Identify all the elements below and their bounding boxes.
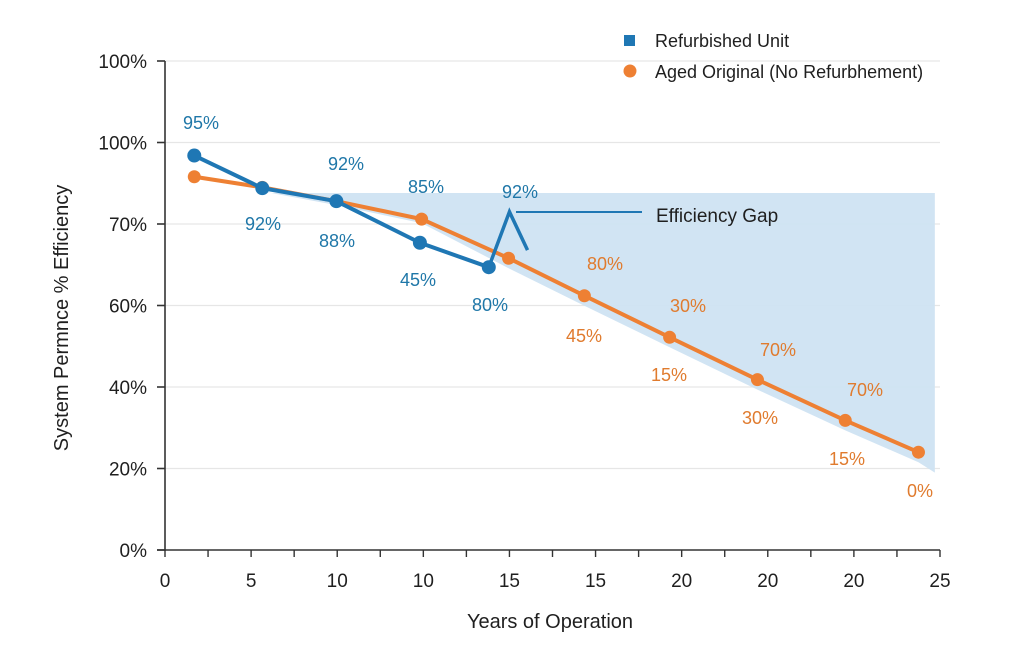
- legend-marker-refurbished: [624, 35, 635, 46]
- aged-original-point: [415, 212, 429, 226]
- efficiency-gap-callout: Efficiency Gap: [516, 206, 778, 227]
- gridlines: [165, 60, 940, 470]
- refurbished-data-label: 92%: [245, 214, 281, 234]
- efficiency-gap-region: [262, 191, 935, 473]
- refurbished-point: [187, 148, 202, 163]
- x-tick-label: 0: [160, 571, 171, 592]
- y-ticks: 0% 20% 40% 60% 70% 100% 100%: [98, 52, 165, 562]
- refurbished-data-label: 80%: [472, 295, 508, 315]
- legend-marker-aged: [623, 64, 637, 78]
- legend-label-aged: Aged Original (No Refurbhement): [655, 62, 923, 82]
- x-axis-title: Years of Operation: [467, 611, 633, 633]
- refurbished-spike-label: 92%: [502, 182, 538, 202]
- series: [187, 148, 925, 459]
- y-tick-label: 60%: [109, 297, 147, 318]
- y-tick-label: 100%: [98, 134, 147, 155]
- refurbished-data-label: 85%: [408, 177, 444, 197]
- x-tick-label: 5: [246, 571, 257, 592]
- aged-original-point: [911, 445, 925, 459]
- aged-original-data-label: 15%: [829, 449, 865, 469]
- x-ticks: 0 5 10 10 15 15 20 20 20 25: [160, 550, 951, 592]
- aged-original-data-label: 0%: [907, 481, 933, 501]
- x-tick-label: 20: [757, 571, 778, 592]
- refurbished-point: [329, 194, 344, 209]
- y-tick-label: 20%: [109, 460, 147, 481]
- refurbished-spike-line: [487, 207, 530, 268]
- y-axis-title: System Permnce % Efficiency: [51, 185, 73, 451]
- aged-original-point: [502, 251, 516, 265]
- y-tick-label: 70%: [109, 215, 147, 236]
- x-tick-label: 20: [671, 571, 692, 592]
- aged-original-data-label: 30%: [670, 296, 706, 316]
- y-tick-label: 0%: [120, 541, 148, 562]
- legend: Refurbished Unit Aged Original (No Refur…: [623, 31, 923, 82]
- refurbished-point: [255, 181, 270, 196]
- aged-original-data-label: 45%: [566, 326, 602, 346]
- efficiency-gap-fill: [262, 191, 935, 473]
- x-tick-label: 15: [585, 571, 606, 592]
- aged-original-point: [187, 170, 201, 184]
- y-tick-label: 40%: [109, 378, 147, 399]
- x-tick-label: 10: [327, 571, 348, 592]
- refurbished-data-label: 92%: [328, 154, 364, 174]
- efficiency-gap-label: Efficiency Gap: [656, 206, 778, 227]
- aged-original-data-label: 70%: [847, 380, 883, 400]
- x-tick-label: 20: [843, 571, 864, 592]
- aged-original-data-label: 80%: [587, 254, 623, 274]
- x-tick-label: 10: [413, 571, 434, 592]
- refurbished-point: [481, 260, 496, 275]
- aged-original-point: [838, 413, 852, 427]
- aged-original-point: [577, 289, 591, 303]
- y-tick-label: 100%: [98, 52, 147, 73]
- aged-original-data-label: 30%: [742, 408, 778, 428]
- legend-label-refurbished: Refurbished Unit: [655, 31, 789, 51]
- aged-original-point: [750, 373, 764, 387]
- x-tick-label: 15: [499, 571, 520, 592]
- x-tick-label: 25: [929, 571, 950, 592]
- refurbished-point: [412, 235, 427, 250]
- aged-original-data-label: 15%: [651, 365, 687, 385]
- refurbished-data-label: 88%: [319, 231, 355, 251]
- refurbished-data-label: 45%: [400, 270, 436, 290]
- data-labels: 95% 92% 92% 88% 45% 85% 80% 92% 80% 45% 30% 15% 70% 3…: [183, 113, 933, 501]
- refurbished-data-label: 95%: [183, 113, 219, 133]
- aged-original-point: [663, 330, 677, 344]
- aged-original-data-label: 70%: [760, 340, 796, 360]
